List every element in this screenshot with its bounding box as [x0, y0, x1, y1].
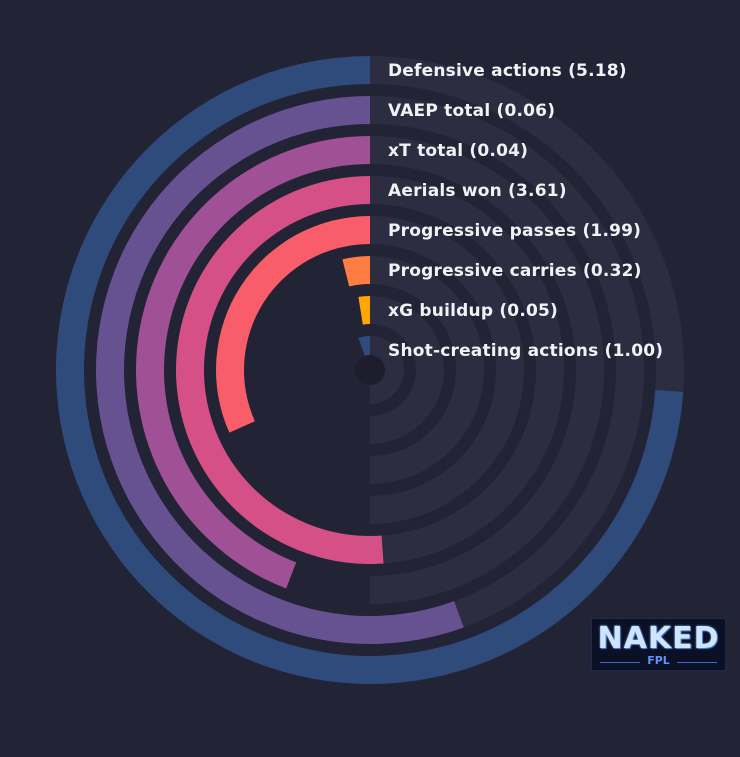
bar-7 — [358, 296, 370, 325]
bar-3 — [135, 136, 370, 589]
ring-track-8 — [370, 336, 404, 404]
bar-4 — [175, 176, 384, 564]
bar-5 — [215, 216, 370, 433]
naked-fpl-logo: NAKED FPL — [591, 618, 726, 671]
logo-wordmark: NAKED — [597, 621, 720, 656]
bar-label-7: xG buildup (0.05) — [388, 301, 558, 321]
bar-label-2: VAEP total (0.06) — [388, 101, 555, 121]
bar-label-5: Progressive passes (1.99) — [388, 221, 641, 241]
logo-divider-left — [600, 662, 640, 663]
bar-label-4: Aerials won (3.61) — [388, 181, 567, 201]
bar-label-3: xT total (0.04) — [388, 141, 528, 161]
bar-label-1: Defensive actions (5.18) — [388, 61, 627, 81]
ring-track-2 — [370, 96, 644, 644]
ring-track-3 — [370, 136, 604, 604]
logo-subtext: FPL — [647, 654, 670, 667]
ring-track-6 — [370, 256, 484, 484]
bar-6 — [342, 256, 370, 287]
ring-track-5 — [370, 216, 524, 524]
ring-track-7 — [370, 296, 444, 444]
bar-label-6: Progressive carries (0.32) — [388, 261, 642, 281]
ring-track-4 — [370, 176, 564, 564]
logo-divider-right — [677, 662, 717, 663]
center-hub — [355, 355, 385, 385]
bar-label-8: Shot-creating actions (1.00) — [388, 341, 663, 361]
